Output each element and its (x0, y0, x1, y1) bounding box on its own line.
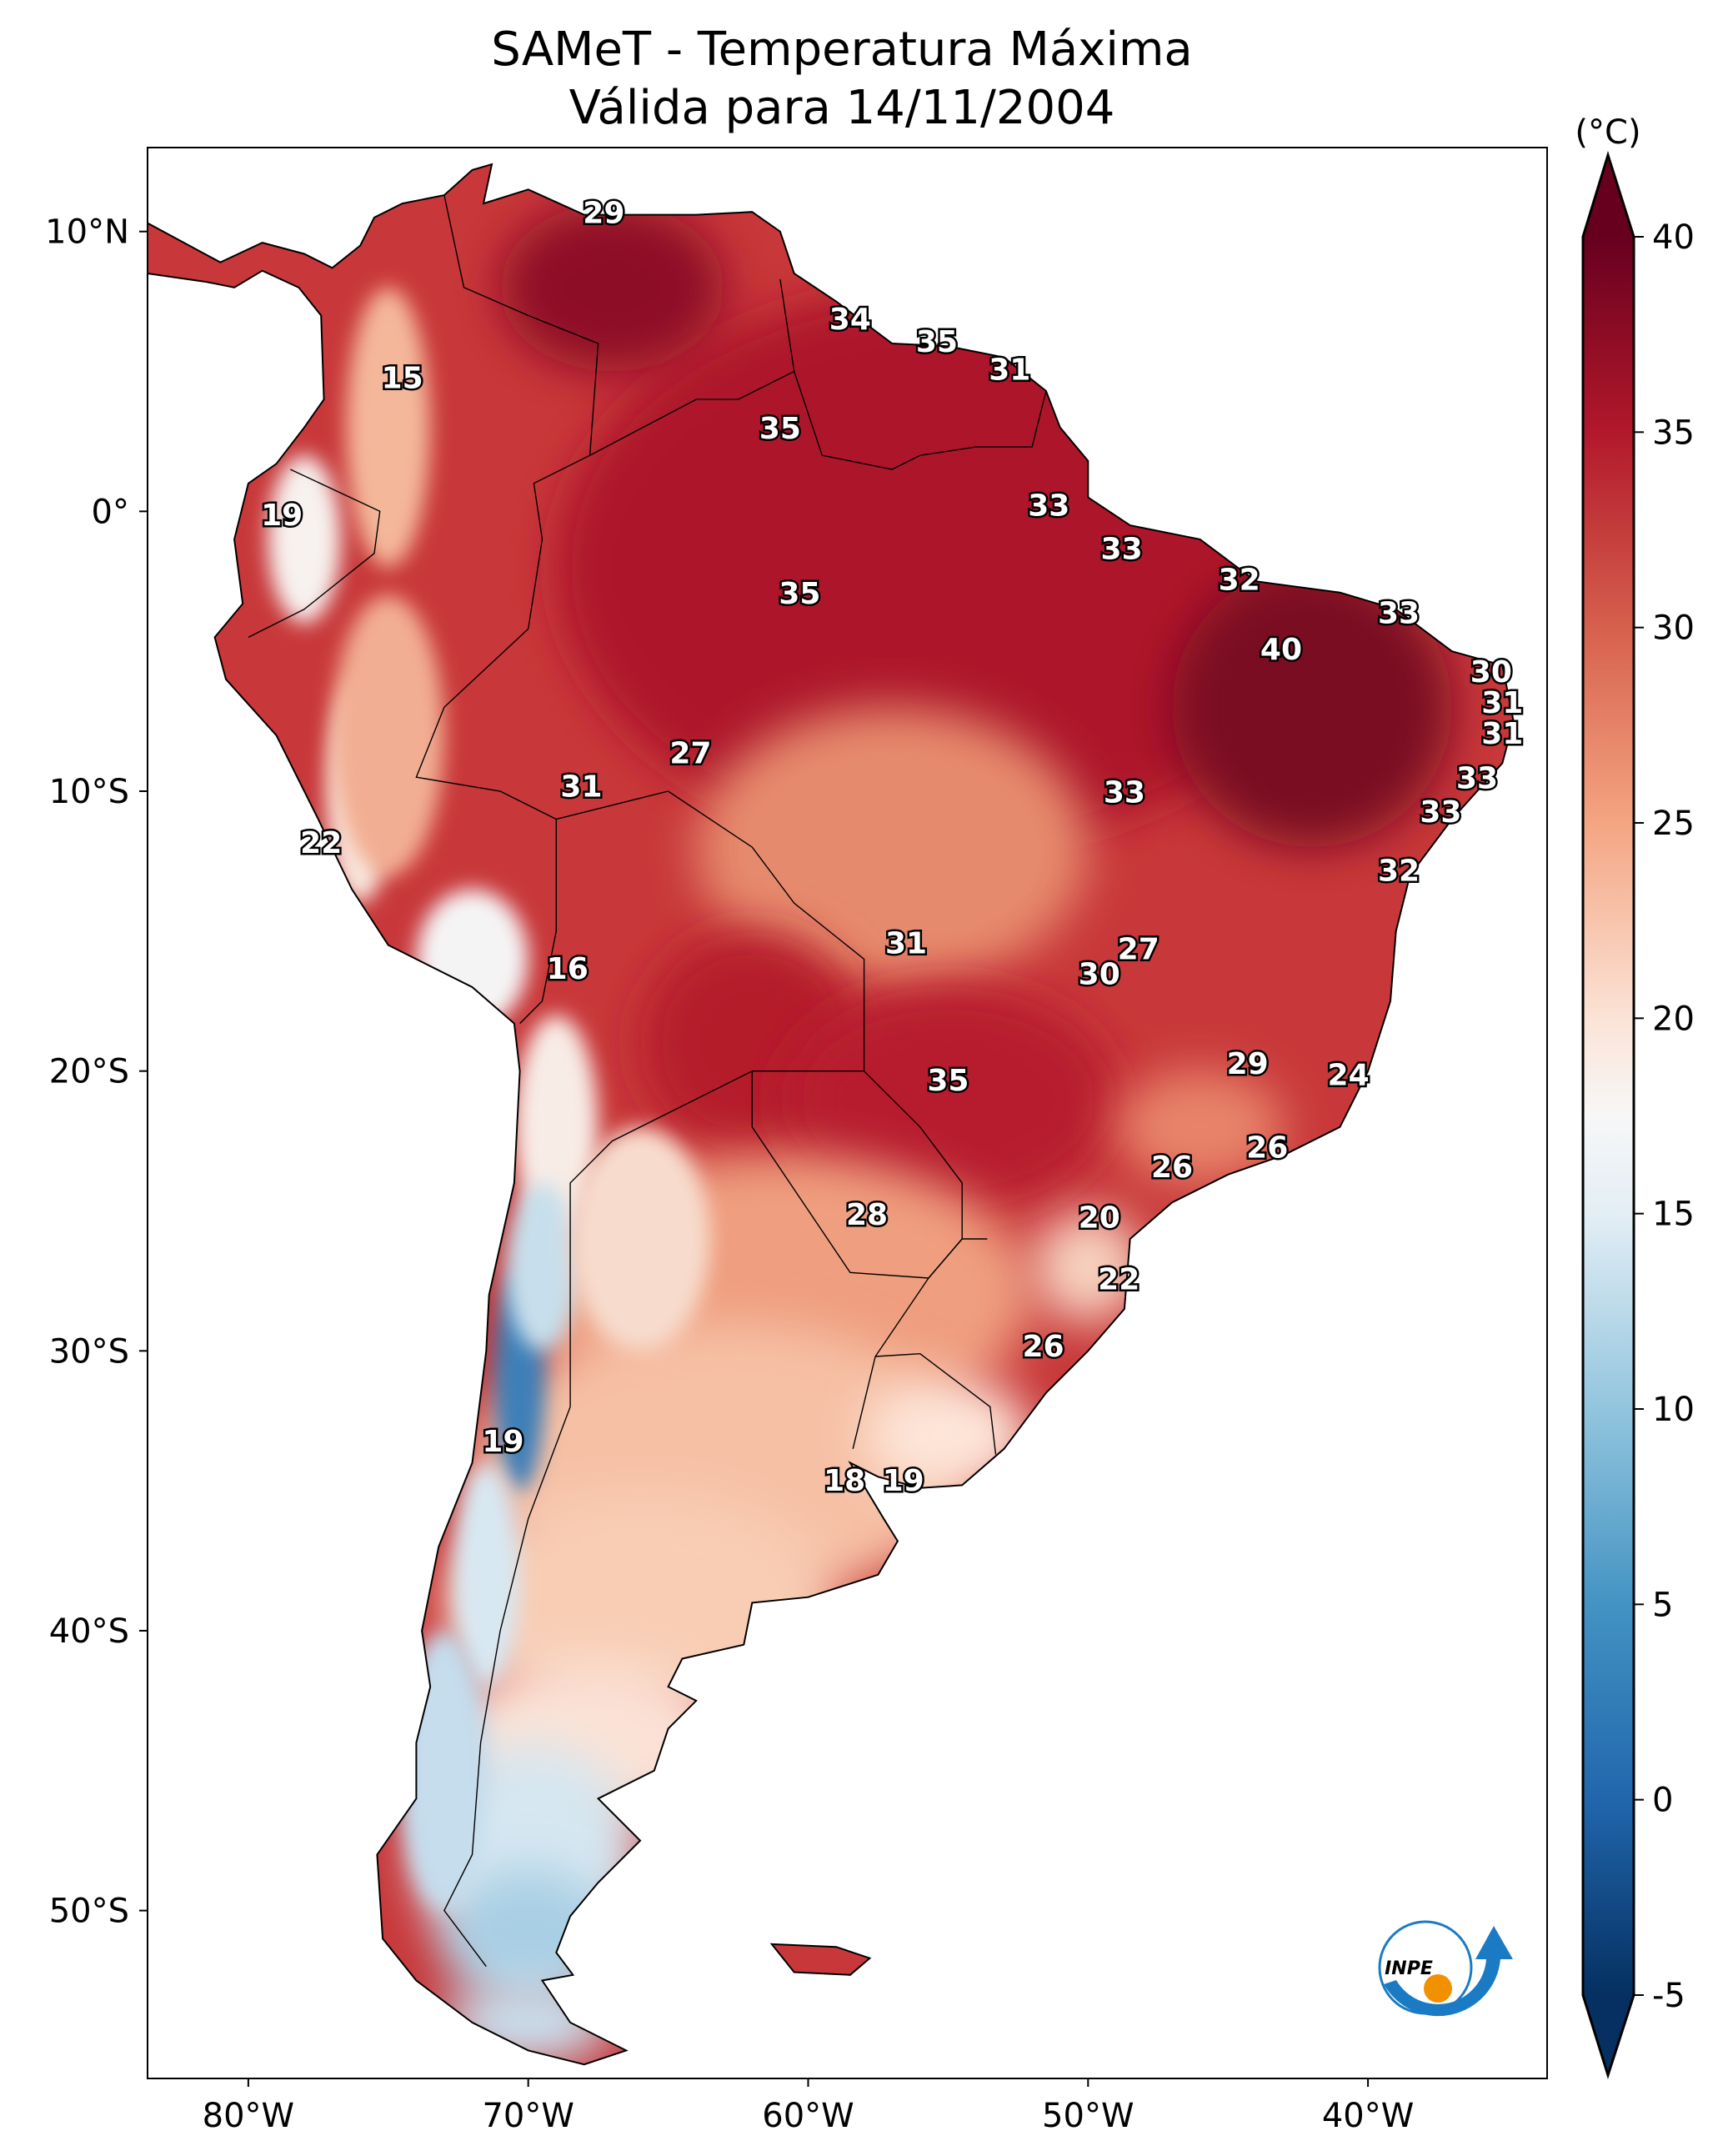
y-tick-label: 40°S (49, 1612, 129, 1651)
temperature-label: 40 (1260, 633, 1302, 667)
temperature-label: 18 (824, 1464, 865, 1498)
colorbar-tick-label: 35 (1652, 414, 1695, 452)
y-tick-label: 20°S (49, 1053, 129, 1091)
x-tick-label: 60°W (762, 2097, 854, 2135)
temperature-region (346, 287, 431, 568)
temperature-label: 31 (989, 353, 1030, 388)
temperature-label: 31 (560, 770, 602, 805)
temperature-label: 33 (1420, 795, 1461, 830)
border-line (589, 278, 795, 456)
border-line (443, 194, 599, 629)
temperature-region (696, 707, 1089, 988)
temperature-label: 33 (1456, 762, 1498, 796)
y-tick-label: 10°N (45, 213, 129, 252)
temperature-region (453, 1462, 520, 1687)
temperature-label: 24 (1328, 1058, 1370, 1092)
temperature-label: 31 (1481, 686, 1523, 720)
x-tick-label: 80°W (203, 2097, 294, 2135)
colorbar-unit: (°C) (1575, 113, 1640, 152)
temperature-label: 29 (583, 197, 624, 231)
temperature-label: 31 (1481, 717, 1523, 751)
temperature-region (399, 1630, 489, 1911)
temperature-label: 26 (1246, 1131, 1288, 1166)
temperature-label: 32 (1219, 563, 1260, 597)
colorbar-tick-label: 20 (1652, 1000, 1695, 1038)
latitude-axis: 10°N 0° 10°S 20°S 30°S 40°S 50°S (45, 213, 148, 1931)
temperature-label: 28 (846, 1198, 888, 1232)
colorbar-tick-label: 25 (1652, 805, 1695, 843)
temperature-label: 27 (669, 736, 711, 770)
border-line (415, 628, 557, 1025)
y-tick-label: 30°S (49, 1332, 129, 1371)
colorbar-tick-label: 0 (1652, 1782, 1673, 1820)
temperature-region (1115, 1070, 1285, 1183)
temperature-label: 20 (1079, 1201, 1120, 1236)
temperature-region (500, 203, 724, 372)
temperature-region (332, 594, 444, 875)
temperature-label: 34 (829, 303, 871, 337)
map-title-line2: Válida para 14/11/2004 (569, 81, 1115, 135)
temperature-field (148, 164, 1514, 2065)
temperature-label: 26 (1151, 1151, 1193, 1185)
temperature-region (416, 889, 528, 1030)
temperature-label: 32 (1378, 854, 1420, 888)
map-frame (147, 147, 1548, 2079)
temperature-label: 15 (382, 362, 423, 396)
border-line (852, 1238, 988, 1449)
temperature-region (1032, 1211, 1144, 1323)
temperature-label: 19 (261, 499, 303, 533)
country-borders (248, 194, 1047, 1968)
temperature-label: 22 (300, 826, 342, 860)
border-line (794, 371, 1047, 470)
temperature-label: 19 (883, 1464, 924, 1498)
temperature-region (443, 1980, 613, 2065)
colorbar-tick-label: 5 (1652, 1586, 1673, 1624)
temperature-label: 33 (1378, 597, 1420, 631)
temperature-region (505, 1182, 579, 1351)
colorbar-tick-label: 40 (1652, 218, 1695, 257)
temperature-label: 35 (916, 325, 958, 359)
x-tick-label: 50°W (1042, 2097, 1134, 2135)
x-tick-label: 40°W (1322, 2097, 1414, 2135)
y-tick-label: 10°S (49, 773, 129, 811)
temperature-label: 30 (1470, 655, 1512, 689)
temperature-region (570, 1126, 710, 1351)
temperature-label: 29 (1227, 1047, 1269, 1081)
coastline (147, 163, 1515, 2066)
colorbar-tick-label: 10 (1652, 1391, 1695, 1429)
y-tick-label: 50°S (49, 1893, 129, 1931)
temperature-label: 33 (1101, 532, 1143, 566)
temperature-region (443, 1868, 613, 2009)
map-title-line1: SAMeT - Temperatura Máxima (491, 23, 1193, 77)
colorbar: (°C) 40 35 30 25 20 15 10 5 0 -5 (1575, 113, 1695, 2079)
logo-text: INPE (1385, 1958, 1433, 1979)
temperature-region (513, 1015, 599, 1240)
temperature-label: 26 (1023, 1330, 1064, 1364)
temperature-label: 33 (1104, 775, 1145, 810)
colorbar-tick-label: 15 (1652, 1196, 1695, 1234)
x-tick-label: 70°W (482, 2097, 573, 2135)
temperature-label: 19 (482, 1425, 523, 1459)
temperature-region (268, 455, 341, 624)
border-line (248, 469, 381, 639)
temperature-label: 30 (1079, 958, 1120, 992)
temperature-region (1172, 567, 1452, 848)
temperature-label: 22 (1098, 1262, 1139, 1296)
temperature-label: 33 (1028, 489, 1069, 523)
inpe-logo: INPE (1378, 1920, 1513, 2017)
temperature-label: 35 (759, 412, 801, 446)
border-line (875, 1352, 997, 1455)
y-tick-label: 0° (92, 493, 129, 531)
border-line (443, 790, 865, 1968)
temperature-label: 27 (1118, 932, 1160, 966)
colorbar-tick-label: 30 (1652, 609, 1695, 648)
temperature-label: 16 (547, 952, 589, 986)
colorbar-tick-label: -5 (1652, 1977, 1685, 2015)
temperature-label: 31 (885, 927, 927, 961)
temperature-label: 35 (927, 1064, 969, 1098)
longitude-axis: 80°W 70°W 60°W 50°W 40°W (203, 2078, 1414, 2135)
temperature-label: 35 (779, 577, 820, 611)
